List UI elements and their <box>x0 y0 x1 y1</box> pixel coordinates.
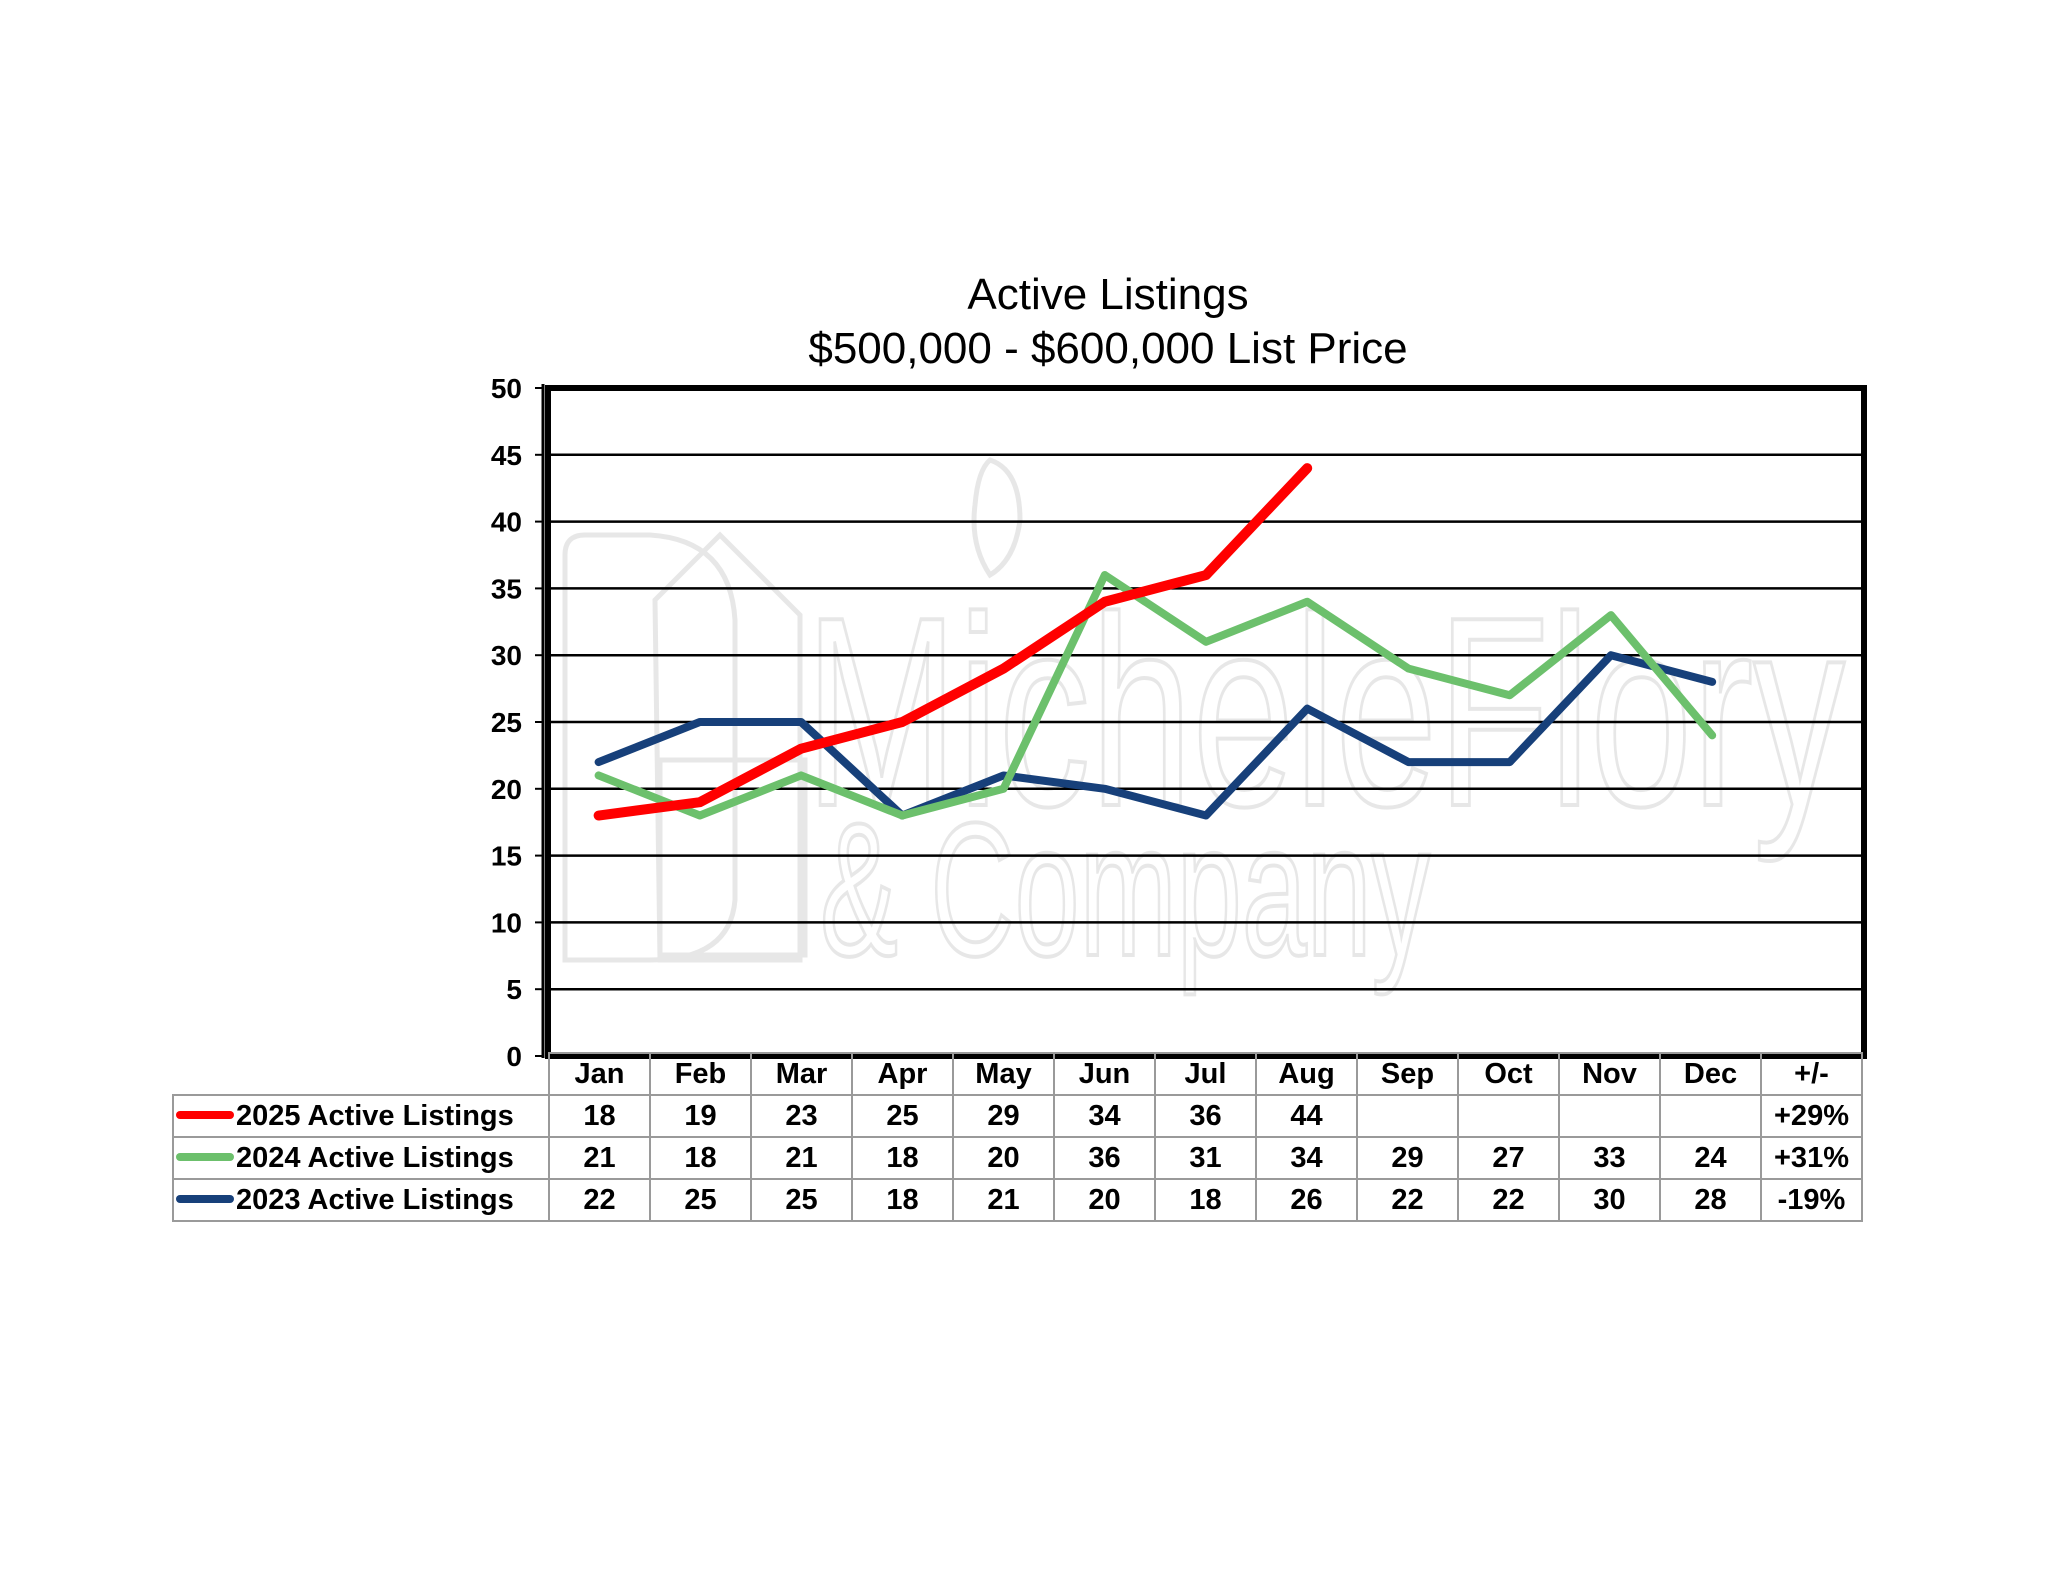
category-label: Jun <box>1053 1052 1156 1096</box>
data-label: 29 <box>1356 1136 1459 1180</box>
data-label: 20 <box>952 1136 1055 1180</box>
data-label: 27 <box>1457 1136 1560 1180</box>
data-label: 22 <box>1356 1178 1459 1222</box>
data-label: 18 <box>1154 1178 1257 1222</box>
data-label: 36 <box>1154 1094 1257 1138</box>
chart-title: Active Listings $500,000 - $600,000 List… <box>0 268 2048 376</box>
change-value: -19% <box>1760 1178 1863 1222</box>
data-label: 34 <box>1255 1136 1358 1180</box>
y-tick-label: 35 <box>491 573 522 604</box>
data-label: 30 <box>1558 1178 1661 1222</box>
change-value: +31% <box>1760 1136 1863 1180</box>
watermark-logo: MicheleFlory & Company <box>562 457 1847 998</box>
category-label: Sep <box>1356 1052 1459 1096</box>
category-label: Dec <box>1659 1052 1762 1096</box>
y-tick-label: 50 <box>491 373 522 404</box>
y-tick-label: 40 <box>491 507 522 538</box>
y-tick-label: 45 <box>491 440 522 471</box>
data-label <box>1356 1094 1459 1138</box>
category-label: Oct <box>1457 1052 1560 1096</box>
legend-key-icon <box>176 1194 234 1203</box>
table-corner-cell <box>173 1053 550 1096</box>
change-value: +29% <box>1760 1094 1863 1138</box>
chart-subtitle: $500,000 - $600,000 List Price <box>808 324 1408 373</box>
table-row: 2024 Active Listings 21 18 21 18 20 36 31 34 29 27… <box>172 1136 1863 1180</box>
data-label: 18 <box>851 1136 954 1180</box>
legend-label: 2025 Active Listings <box>236 1099 514 1132</box>
data-label: 36 <box>1053 1136 1156 1180</box>
data-label: 22 <box>548 1178 651 1222</box>
category-label: Aug <box>1255 1052 1358 1096</box>
series-line <box>593 463 1313 821</box>
legend-entry: 2023 Active Listings <box>172 1178 550 1222</box>
table-row: 2023 Active Listings 22 25 25 18 21 20 18 26 22 22… <box>172 1178 1863 1222</box>
category-label: Jan <box>548 1052 651 1096</box>
y-tick-label: 20 <box>491 774 522 805</box>
data-label: 25 <box>851 1094 954 1138</box>
category-label: Mar <box>750 1052 853 1096</box>
data-label: 18 <box>649 1136 752 1180</box>
y-tick-label: 25 <box>491 707 522 738</box>
data-label: 24 <box>1659 1136 1762 1180</box>
legend-entry: 2025 Active Listings <box>172 1094 550 1138</box>
data-label: 25 <box>750 1178 853 1222</box>
data-label: 28 <box>1659 1178 1762 1222</box>
legend-key-icon <box>176 1152 234 1161</box>
data-label: 31 <box>1154 1136 1257 1180</box>
chart-gridlines <box>548 453 1864 991</box>
data-label: 21 <box>548 1136 651 1180</box>
data-label: 21 <box>952 1178 1055 1222</box>
data-label: 29 <box>952 1094 1055 1138</box>
legend-key-icon <box>176 1110 234 1119</box>
category-label: May <box>952 1052 1055 1096</box>
category-label: Feb <box>649 1052 752 1096</box>
change-header: +/- <box>1760 1052 1863 1096</box>
y-tick-label: 15 <box>491 841 522 872</box>
y-tick-label: 5 <box>506 974 522 1005</box>
series-line <box>594 651 1717 820</box>
category-label: Jul <box>1154 1052 1257 1096</box>
data-label: 18 <box>548 1094 651 1138</box>
data-label: 33 <box>1558 1136 1661 1180</box>
series-line <box>594 571 1717 820</box>
data-label: 34 <box>1053 1094 1156 1138</box>
data-table: Jan Feb Mar Apr May Jun Jul Aug Sep Oct Nov Dec +/- … <box>172 1052 1863 1222</box>
legend-label: 2024 Active Listings <box>236 1141 514 1174</box>
legend-label: 2023 Active Listings <box>236 1183 514 1216</box>
y-tick-label: 10 <box>491 907 522 938</box>
data-label: 19 <box>649 1094 752 1138</box>
category-label: Apr <box>851 1052 954 1096</box>
series-lines <box>593 463 1717 821</box>
table-header-row: Jan Feb Mar Apr May Jun Jul Aug Sep Oct Nov Dec +/- <box>173 1052 1863 1096</box>
data-label: 18 <box>851 1178 954 1222</box>
data-label: 25 <box>649 1178 752 1222</box>
table-row: 2025 Active Listings 18 19 23 25 29 34 36 44 +29% <box>172 1094 1863 1138</box>
data-label: 21 <box>750 1136 853 1180</box>
data-label: 26 <box>1255 1178 1358 1222</box>
data-label: 22 <box>1457 1178 1560 1222</box>
data-label <box>1659 1094 1762 1138</box>
data-label <box>1457 1094 1560 1138</box>
data-label: 23 <box>750 1094 853 1138</box>
watermark-line2: & Company <box>820 784 1430 996</box>
legend-entry: 2024 Active Listings <box>172 1136 550 1180</box>
chart-title-line: Active Listings <box>967 270 1249 319</box>
data-label: 44 <box>1255 1094 1358 1138</box>
category-label: Nov <box>1558 1052 1661 1096</box>
data-label: 20 <box>1053 1178 1156 1222</box>
y-tick-label: 30 <box>491 640 522 671</box>
house-logo-icon <box>562 457 1023 963</box>
data-label <box>1558 1094 1661 1138</box>
